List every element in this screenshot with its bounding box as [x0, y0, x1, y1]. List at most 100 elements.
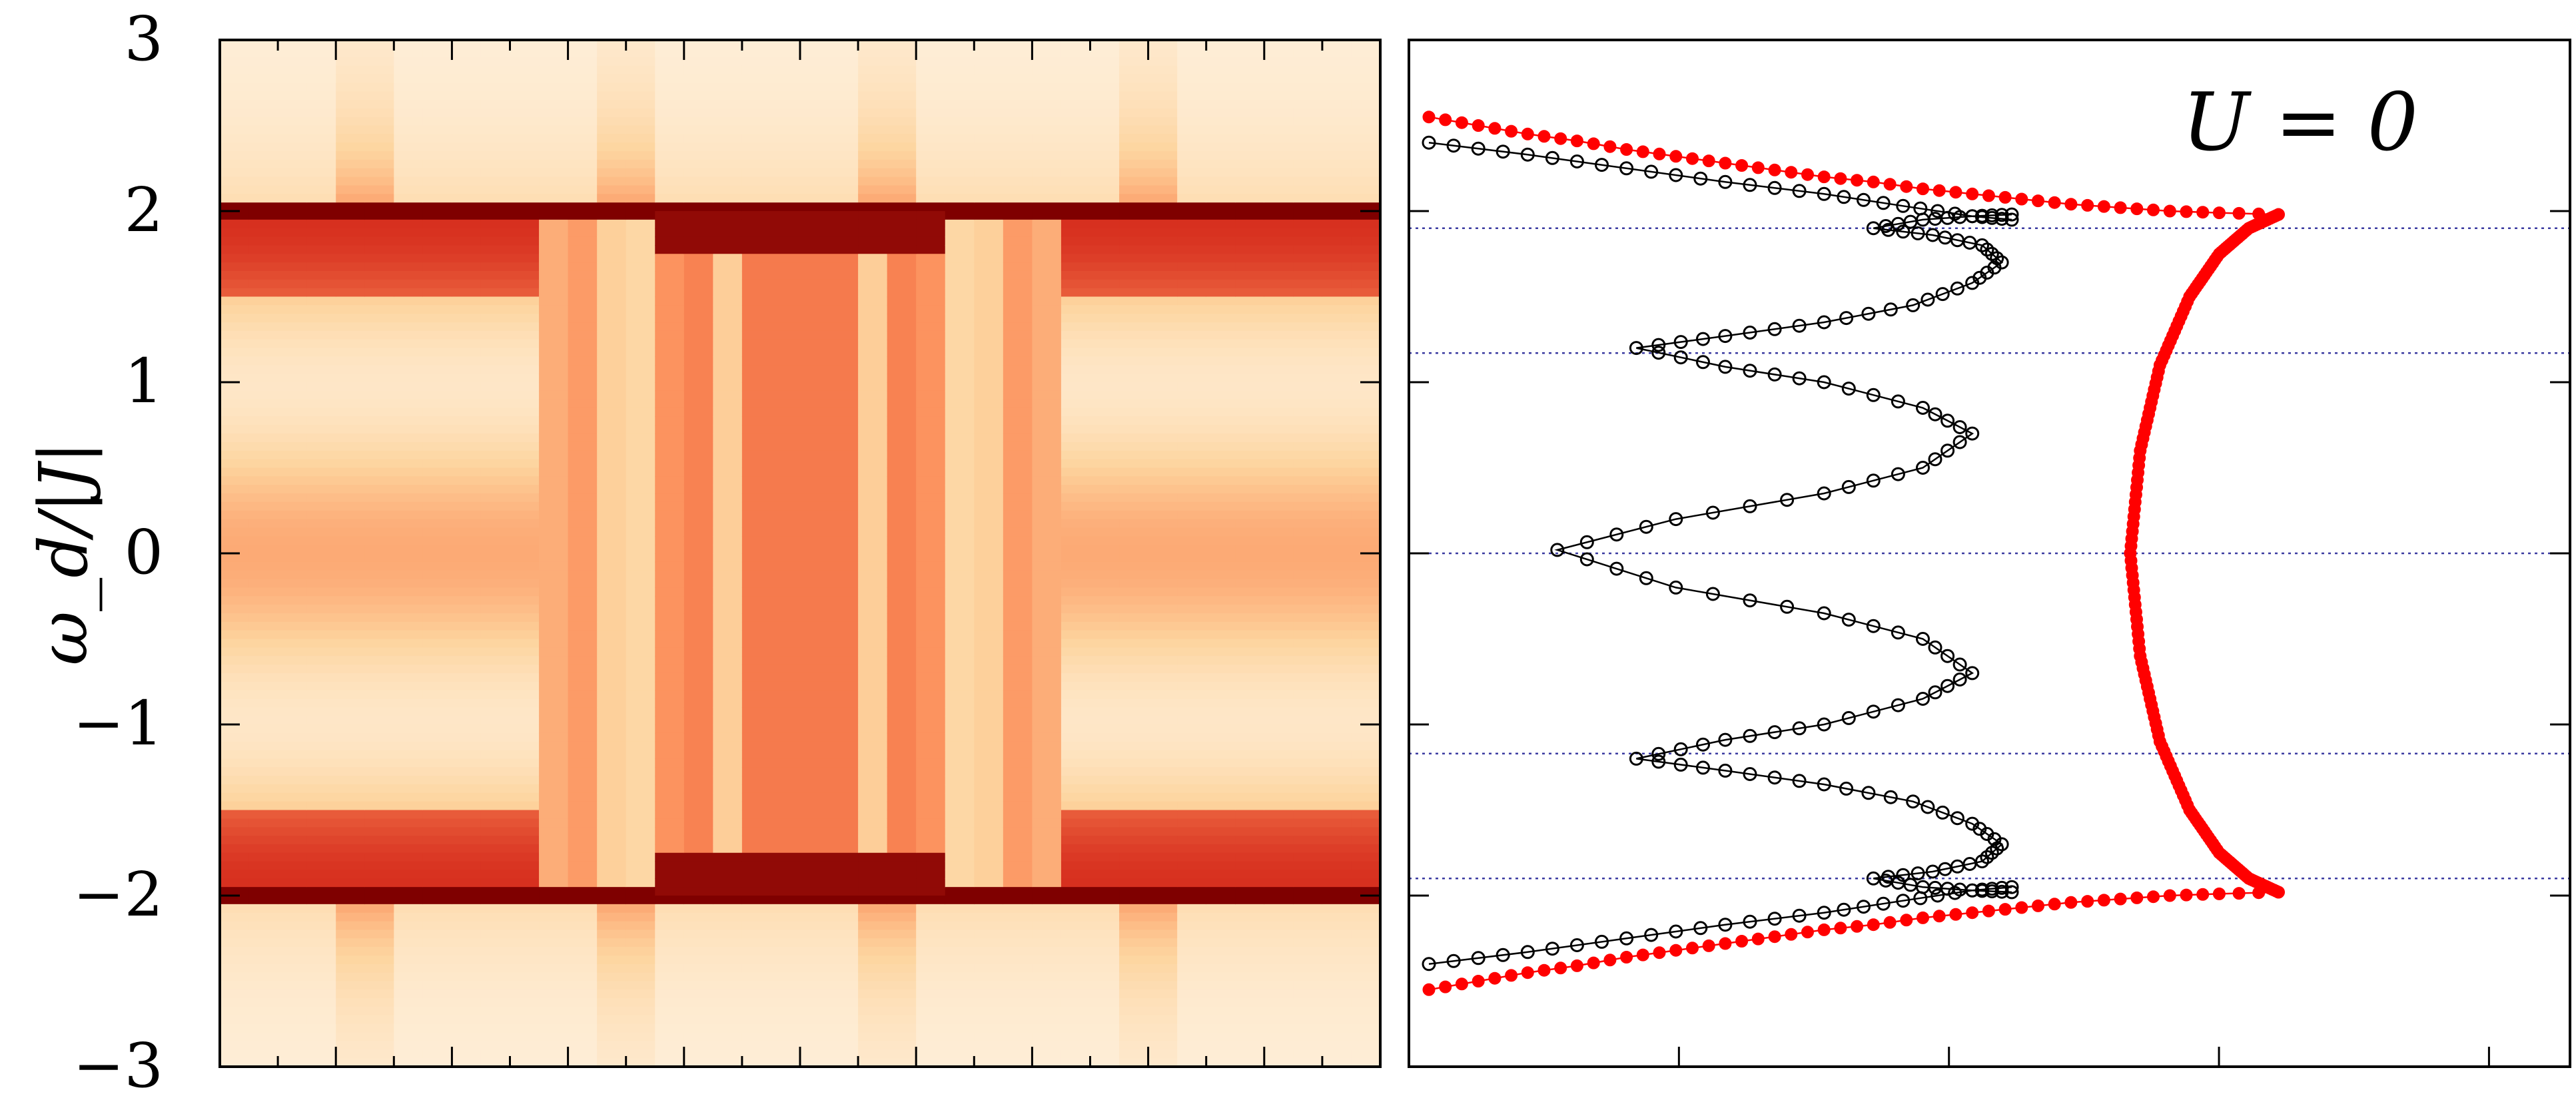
heatmap-cell: [336, 673, 365, 682]
heatmap-cell: [1148, 733, 1178, 742]
heatmap-cell: [945, 194, 975, 202]
heatmap-cell: [800, 271, 829, 280]
heatmap-cell: [742, 784, 771, 793]
heatmap-cell: [307, 416, 336, 425]
heatmap-cell: [1119, 425, 1148, 433]
heatmap-cell: [394, 930, 423, 938]
heatmap-cell: [336, 938, 365, 947]
heatmap-cell: [1235, 853, 1264, 862]
heatmap-cell: [452, 605, 481, 613]
heatmap-cell: [597, 74, 626, 83]
heatmap-cell: [771, 425, 800, 433]
heatmap-cell: [365, 622, 394, 631]
heatmap-cell: [597, 433, 626, 442]
heatmap-cell: [597, 853, 626, 862]
heatmap-cell: [887, 622, 917, 631]
heatmap-cell: [800, 365, 829, 374]
heatmap-cell: [1061, 887, 1090, 896]
heatmap-cell: [1003, 810, 1033, 819]
heatmap-cell: [684, 844, 713, 853]
heatmap-cell: [365, 365, 394, 374]
heatmap-cell: [626, 262, 655, 271]
heatmap-cell: [336, 758, 365, 767]
heatmap-cell: [858, 956, 887, 964]
heatmap-cell: [1264, 956, 1294, 964]
heatmap-cell: [1351, 83, 1380, 91]
heatmap-cell: [771, 382, 800, 391]
heatmap-cell: [1235, 340, 1264, 348]
heatmap-cell: [568, 185, 598, 194]
heatmap-cell: [1235, 151, 1264, 160]
heatmap-cell: [307, 818, 336, 827]
heatmap-cell: [1032, 91, 1061, 100]
heatmap-cell: [800, 998, 829, 1007]
heatmap-cell: [742, 314, 771, 322]
heatmap-cell: [365, 656, 394, 665]
heatmap-cell: [1293, 194, 1322, 202]
heatmap-cell: [1177, 511, 1206, 519]
heatmap-cell: [220, 340, 249, 348]
heatmap-cell: [452, 314, 481, 322]
heatmap-cell: [510, 827, 540, 836]
heatmap-cell: [1264, 493, 1294, 502]
heatmap-cell: [307, 1024, 336, 1033]
heatmap-cell: [829, 707, 859, 716]
heatmap-cell: [945, 639, 975, 648]
heatmap-cell: [1119, 280, 1148, 288]
heatmap-cell: [307, 109, 336, 117]
heatmap-cell: [365, 374, 394, 382]
heatmap-cell: [1264, 433, 1294, 442]
heatmap-cell: [220, 262, 249, 271]
heatmap-cell: [220, 647, 249, 656]
heatmap-cell: [684, 74, 713, 83]
heatmap-cell: [1293, 83, 1322, 91]
heatmap-cell: [742, 1033, 771, 1041]
heatmap-cell: [568, 639, 598, 648]
heatmap-cell: [916, 280, 945, 288]
heatmap-cell: [568, 280, 598, 288]
heatmap-cell: [481, 237, 510, 246]
heatmap-cell: [626, 947, 655, 956]
heatmap-cell: [220, 100, 249, 109]
heatmap-cell: [684, 613, 713, 622]
heatmap-cell: [1206, 40, 1236, 49]
heatmap-cell: [539, 690, 568, 699]
heatmap-cell: [249, 587, 278, 596]
heatmap-cell: [684, 1033, 713, 1041]
heatmap-cell: [1206, 194, 1236, 202]
heatmap-cell: [452, 142, 481, 151]
heatmap-cell: [1322, 254, 1352, 262]
heatmap-cell: [858, 922, 887, 930]
heatmap-cell: [887, 493, 917, 502]
heatmap-cell: [1061, 177, 1090, 186]
heatmap-cell: [1003, 973, 1033, 981]
heatmap-cell: [1061, 365, 1090, 374]
heatmap-cell: [771, 596, 800, 605]
heatmap-cell: [1235, 109, 1264, 117]
heatmap-cell: [945, 297, 975, 306]
heatmap-cell: [597, 613, 626, 622]
heatmap-cell: [394, 750, 423, 759]
heatmap-cell: [916, 647, 945, 656]
heatmap-cell: [423, 220, 452, 228]
heatmap-cell: [394, 57, 423, 66]
heatmap-cell: [1119, 185, 1148, 194]
heatmap-cell: [597, 673, 626, 682]
heatmap-cell: [220, 451, 249, 459]
heatmap-cell: [916, 818, 945, 827]
heatmap-cell: [800, 493, 829, 502]
heatmap-cell: [539, 707, 568, 716]
heatmap-cell: [568, 254, 598, 262]
heatmap-cell: [626, 237, 655, 246]
heatmap-cell: [423, 656, 452, 665]
heatmap-cell: [394, 468, 423, 477]
heatmap-cell: [1206, 1007, 1236, 1015]
heatmap-cell: [1322, 536, 1352, 545]
heatmap-cell: [365, 913, 394, 922]
heatmap-cell: [684, 211, 713, 220]
heatmap-cell: [1322, 639, 1352, 648]
heatmap-cell: [626, 622, 655, 631]
heatmap-cell: [278, 605, 307, 613]
heatmap-cell: [423, 134, 452, 142]
heatmap-cell: [336, 57, 365, 66]
